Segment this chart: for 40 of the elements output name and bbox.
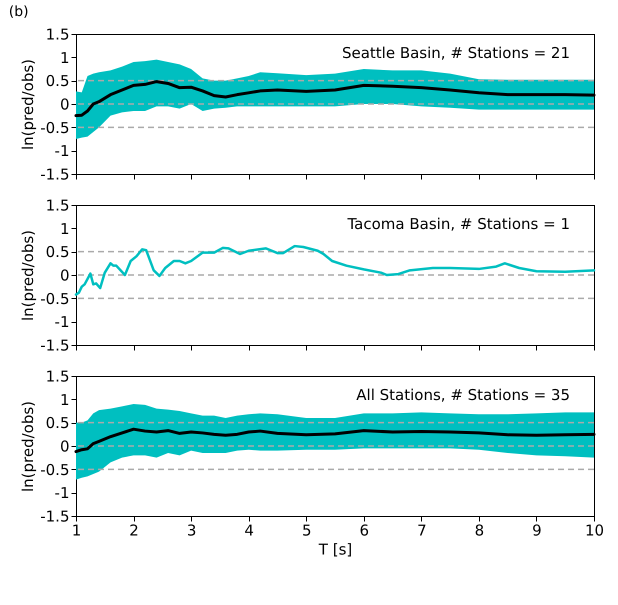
y-tick-label: 0 [60, 438, 70, 456]
x-tick-label: 7 [417, 522, 427, 540]
y-tick-label: -1 [54, 313, 70, 332]
y-tick-label: -1 [54, 484, 70, 502]
y-tick-label: 1.5 [46, 26, 70, 44]
y-axis-title: ln(pred/obs) [19, 400, 38, 492]
y-tick-label: -1.5 [40, 508, 70, 526]
y-tick-label: 0.5 [46, 243, 70, 262]
y-axis-title: ln(pred/obs) [19, 230, 38, 322]
x-tick-label: 9 [532, 522, 542, 540]
chart-title: (b) [8, 4, 29, 20]
y-tick-label: 1 [60, 48, 70, 67]
annotation: Seattle Basin, # Stations = 21 [342, 44, 570, 62]
x-tick-label: 3 [186, 522, 196, 540]
y-tick-label: -0.5 [40, 460, 70, 479]
y-tick-label: 0 [60, 266, 70, 284]
x-tick-label: 5 [302, 522, 312, 540]
x-tick-label: 2 [129, 522, 139, 540]
y-tick-label: -1 [54, 142, 70, 160]
x-tick-label: 6 [360, 522, 370, 540]
y-tick-label: 1 [60, 220, 70, 238]
y-tick-label: -0.5 [40, 290, 70, 308]
y-tick-label: -1.5 [40, 336, 70, 354]
y-tick-label: 1.5 [46, 196, 70, 214]
y-tick-label: -1.5 [40, 166, 70, 184]
line-series [74, 244, 596, 296]
y-tick-label: 1 [60, 390, 70, 409]
y-tick-label: 0.5 [46, 414, 70, 432]
x-axis-title: T [s] [318, 540, 352, 558]
y-tick-label: 1.5 [46, 368, 70, 386]
annotation: All Stations, # Stations = 35 [356, 386, 570, 404]
x-tick-label: 10 [584, 522, 604, 540]
x-tick-label: 1 [72, 522, 82, 540]
y-tick-label: -0.5 [40, 118, 70, 137]
y-axis-title: ln(pred/obs) [19, 58, 38, 150]
y-tick-label: 0.5 [46, 72, 70, 90]
x-tick-label: 8 [474, 522, 484, 540]
annotation: Tacoma Basin, # Stations = 1 [346, 215, 570, 233]
x-tick-label: 4 [244, 522, 254, 540]
y-tick-label: 0 [60, 96, 70, 114]
